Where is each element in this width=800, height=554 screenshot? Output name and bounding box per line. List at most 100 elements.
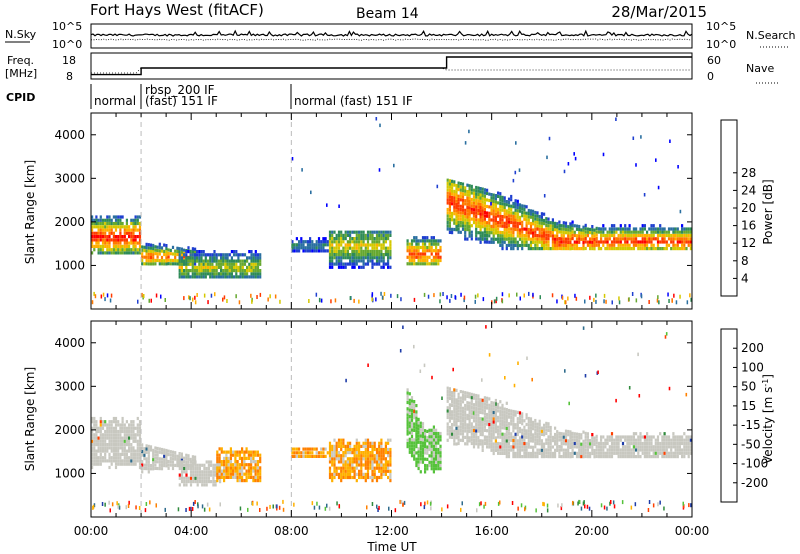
velocity-cell bbox=[492, 429, 495, 433]
velocity-cell bbox=[457, 396, 460, 400]
velocity-cell bbox=[183, 460, 186, 464]
velocity-cell bbox=[608, 435, 611, 439]
power-cell bbox=[110, 251, 113, 255]
power-cell bbox=[226, 275, 229, 279]
velocity-cell bbox=[437, 460, 440, 464]
velocity-cell bbox=[180, 458, 183, 462]
velocity-cell bbox=[516, 420, 519, 424]
velocity-cell bbox=[457, 418, 460, 423]
power-cell bbox=[160, 249, 164, 253]
velocity-cell bbox=[110, 449, 113, 453]
velocity-cell bbox=[472, 419, 476, 423]
velocity-cell bbox=[256, 450, 259, 454]
power-cell bbox=[617, 240, 620, 244]
power-cell bbox=[435, 252, 438, 256]
power-cell bbox=[477, 208, 480, 212]
velocity-cell bbox=[619, 435, 622, 439]
power-cell bbox=[461, 218, 465, 222]
velocity-cell bbox=[176, 454, 179, 458]
power-cell bbox=[389, 230, 392, 234]
velocity-cell bbox=[426, 439, 429, 443]
velocity-cell bbox=[424, 438, 427, 442]
power-cell bbox=[360, 256, 363, 260]
power-sparse-cell bbox=[548, 136, 551, 141]
velocity-cell bbox=[437, 463, 440, 468]
velocity-cell bbox=[380, 475, 383, 480]
velocity-cell bbox=[490, 432, 493, 436]
power-cell bbox=[483, 211, 486, 215]
power-cell bbox=[185, 259, 188, 263]
velocity-cell bbox=[540, 442, 543, 446]
power-cell bbox=[198, 253, 201, 257]
velocity-cell bbox=[543, 430, 546, 434]
velocity-cell bbox=[134, 459, 137, 463]
power-cell bbox=[571, 233, 574, 237]
power-cell bbox=[371, 243, 374, 247]
velocity-cell bbox=[91, 420, 94, 424]
velocity-cell bbox=[371, 460, 374, 464]
velocity-cell bbox=[488, 403, 491, 407]
velocity-cell bbox=[472, 406, 476, 410]
power-cell bbox=[104, 244, 107, 248]
velocity-cell bbox=[413, 451, 416, 455]
velocity-cell bbox=[245, 463, 248, 467]
velocity-cell bbox=[466, 423, 469, 427]
power-cell bbox=[432, 239, 435, 243]
power-cell bbox=[604, 237, 607, 241]
velocity-cell bbox=[229, 456, 232, 460]
power-cell bbox=[243, 272, 247, 276]
velocity-cell bbox=[178, 463, 181, 467]
velocity-cell bbox=[483, 399, 486, 403]
velocity-cell bbox=[331, 457, 334, 461]
power-cell bbox=[309, 246, 312, 250]
velocity-cell bbox=[597, 445, 600, 449]
power-cell bbox=[193, 265, 197, 269]
velocity-cell bbox=[180, 463, 184, 467]
velocity-cell bbox=[459, 412, 462, 416]
power-cell bbox=[119, 221, 122, 226]
velocity-cell bbox=[366, 475, 370, 480]
power-sparse-cell bbox=[375, 117, 378, 121]
power-cell bbox=[298, 243, 301, 247]
power-cell bbox=[451, 186, 454, 190]
power-cell bbox=[147, 252, 150, 256]
velocity-cell bbox=[143, 453, 146, 457]
velocity-cell bbox=[369, 466, 372, 470]
velocity-cell bbox=[512, 455, 515, 459]
power-sparse-cell bbox=[574, 156, 577, 161]
velocity-cell bbox=[355, 457, 358, 461]
velocity-cell bbox=[639, 445, 642, 449]
velocity-cell bbox=[106, 459, 109, 463]
power-noise-cell bbox=[319, 298, 321, 303]
power-cell bbox=[117, 238, 120, 242]
power-cell bbox=[209, 265, 212, 269]
velocity-cell bbox=[573, 432, 576, 436]
power-cell bbox=[446, 224, 449, 228]
power-noise-cell bbox=[675, 300, 678, 305]
power-cell bbox=[117, 221, 120, 226]
power-cell bbox=[464, 234, 467, 238]
velocity-cell bbox=[360, 457, 363, 461]
velocity-cell bbox=[483, 441, 486, 446]
power-cell bbox=[104, 238, 107, 242]
velocity-cell bbox=[101, 426, 105, 430]
power-cell bbox=[437, 255, 440, 259]
velocity-cell bbox=[371, 479, 374, 483]
velocity-noise-cell bbox=[144, 508, 147, 513]
power-cell bbox=[432, 236, 435, 240]
cpid-rbsp: rbsp_200 IF bbox=[145, 83, 215, 97]
velocity-cell bbox=[254, 472, 257, 476]
velocity-noise-cell bbox=[657, 502, 659, 507]
power-cell bbox=[687, 230, 690, 234]
velocity-cell bbox=[430, 451, 433, 455]
power-cell bbox=[575, 234, 579, 238]
power-cell bbox=[492, 199, 495, 203]
velocity-cell bbox=[595, 448, 598, 452]
velocity-cell bbox=[220, 475, 223, 479]
power-cell bbox=[490, 196, 493, 200]
velocity-cell bbox=[337, 472, 341, 476]
power-cell bbox=[667, 243, 671, 247]
power-cell bbox=[516, 247, 519, 251]
velocity-cell bbox=[91, 449, 94, 453]
